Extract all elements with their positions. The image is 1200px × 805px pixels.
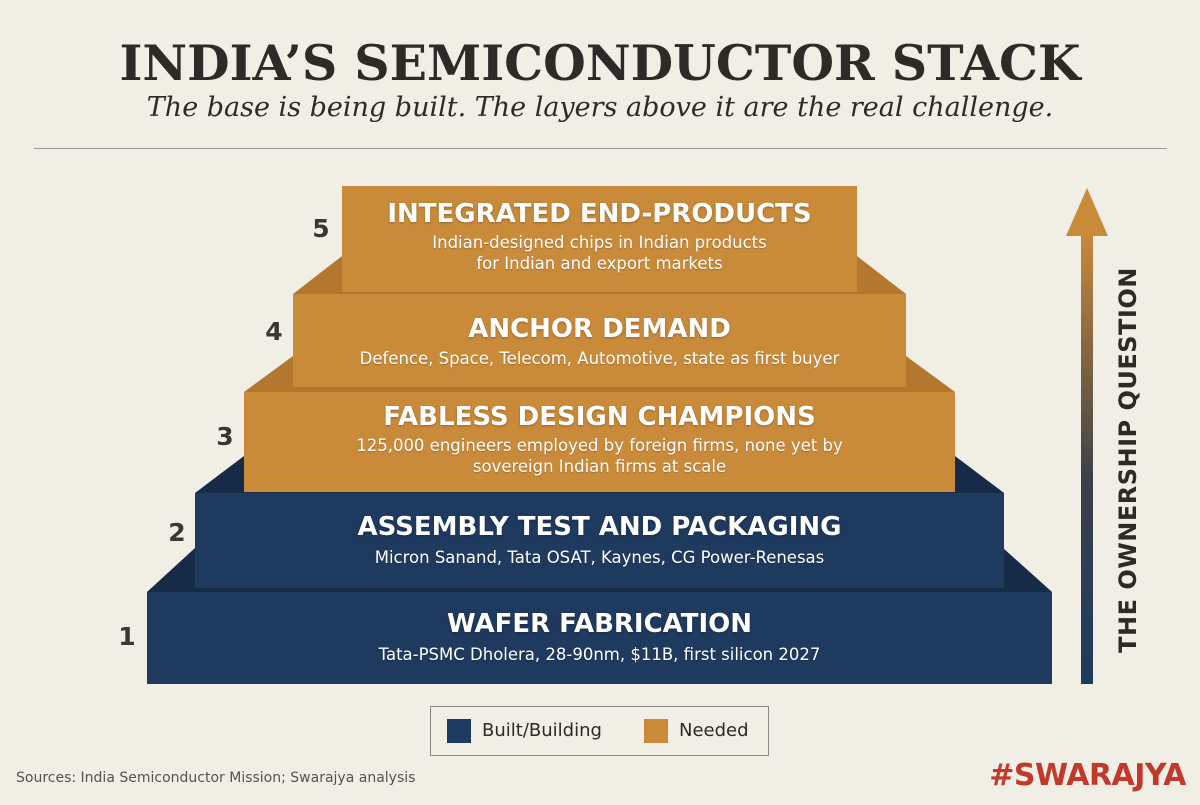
tier-3-title: FABLESS DESIGN CHAMPIONS <box>383 402 816 432</box>
tier-5-label: INTEGRATED END-PRODUCTS Indian-designed … <box>342 199 857 274</box>
tier-2-number: 2 <box>168 518 186 547</box>
tier-2-description: Micron Sanand, Tata OSAT, Kaynes, CG Pow… <box>374 548 825 567</box>
brand-logo: #SWARAJYA <box>989 758 1186 793</box>
tier-4-title: ANCHOR DEMAND <box>468 314 731 344</box>
page-subtitle: The base is being built. The layers abov… <box>146 92 1054 123</box>
tier-1-number: 1 <box>118 622 136 651</box>
tier-3-description-line-1: 125,000 engineers employed by foreign fi… <box>356 436 843 455</box>
tier-5-description-line-2: for Indian and export markets <box>476 254 723 273</box>
legend: Built/Building Needed <box>430 706 769 756</box>
tier-3-number: 3 <box>216 422 234 451</box>
tier-5-title: INTEGRATED END-PRODUCTS <box>387 199 812 229</box>
tier-2-title: ASSEMBLY TEST AND PACKAGING <box>357 512 842 542</box>
tier-5-block <box>342 186 857 292</box>
tier-4-number: 4 <box>265 317 283 346</box>
tier-3-label: FABLESS DESIGN CHAMPIONS 125,000 enginee… <box>244 402 955 477</box>
tier-1-title: WAFER FABRICATION <box>446 609 753 639</box>
tier-5-description-line-1: Indian-designed chips in Indian products <box>432 233 767 252</box>
tier-1-label: WAFER FABRICATION Tata-PSMC Dholera, 28-… <box>147 609 1052 665</box>
tier-4-description: Defence, Space, Telecom, Automotive, sta… <box>359 349 840 368</box>
ownership-arrow-text: THE OWNERSHIP QUESTION <box>1114 267 1142 653</box>
tier-5-number: 5 <box>312 214 330 243</box>
legend-built-label: Built/Building <box>482 720 602 741</box>
tier-3-description-line-2: sovereign Indian firms at scale <box>472 457 727 476</box>
tier-2-label: ASSEMBLY TEST AND PACKAGING Micron Sanan… <box>195 512 1004 568</box>
source-note: Sources: India Semiconductor Mission; Sw… <box>16 770 416 786</box>
header-divider <box>34 148 1167 149</box>
page-title: INDIA’S SEMICONDUCTOR STACK <box>119 34 1081 92</box>
legend-built-swatch <box>447 719 471 743</box>
ownership-arrow <box>1066 188 1108 684</box>
tier-4-label: ANCHOR DEMAND Defence, Space, Telecom, A… <box>293 314 906 369</box>
legend-needed-swatch <box>644 719 668 743</box>
legend-needed-label: Needed <box>679 720 749 741</box>
tier-1-description: Tata-PSMC Dholera, 28-90nm, $11B, first … <box>378 645 821 664</box>
